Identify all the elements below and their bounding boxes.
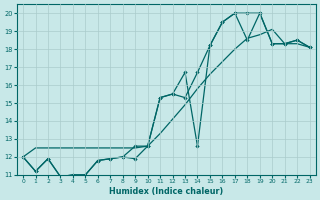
X-axis label: Humidex (Indice chaleur): Humidex (Indice chaleur): [109, 187, 223, 196]
